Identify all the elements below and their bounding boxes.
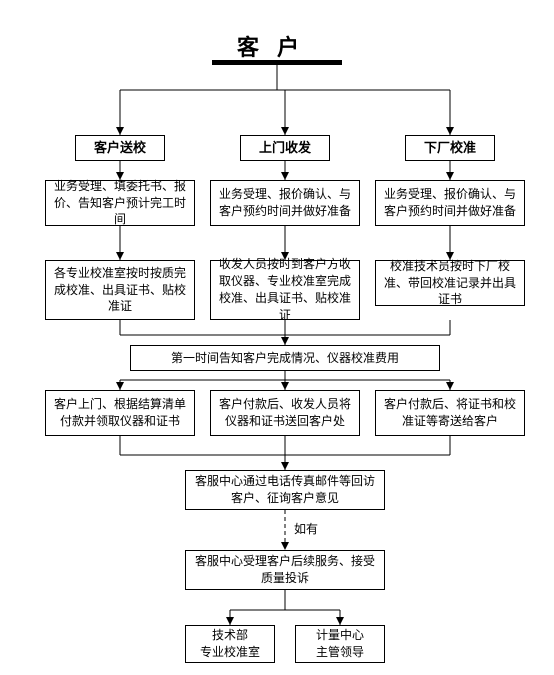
box-col1-r1: 业务受理、填委托书、报价、告知客户预计完工时间 — [45, 180, 195, 226]
header-col2: 上门收发 — [240, 135, 330, 161]
box-col2-r2: 收发人员按时到客户方收取仪器、专业校准室完成校准、出具证书、贴校准证 — [210, 260, 360, 320]
annotation-if: 如有 — [292, 520, 320, 537]
header-col3: 下厂校准 — [405, 135, 495, 161]
flowchart-root: 客户 — [10, 10, 544, 665]
diagram-title: 客户 — [217, 30, 337, 62]
title-underline — [212, 60, 342, 65]
box-col2-r1: 业务受理、报价确认、与客户预约时间并做好准备 — [210, 180, 360, 226]
box-followup: 客服中心通过电话传真邮件等回访客户、征询客户意见 — [185, 470, 385, 510]
box-col1-r3: 客户上门、根据结算清单付款并领取仪器和证书 — [45, 390, 195, 436]
box-complaint: 客服中心受理客户后续服务、接受质量投诉 — [185, 550, 385, 590]
box-col1-r2: 各专业校准室按时按质完成校准、出具证书、贴校准证 — [45, 260, 195, 320]
box-merge1: 第一时间告知客户完成情况、仪器校准费用 — [130, 345, 440, 371]
box-col2-r3: 客户付款后、收发人员将仪器和证书送回客户处 — [210, 390, 360, 436]
box-dept1: 技术部 专业校准室 — [185, 625, 275, 663]
header-col1: 客户送校 — [75, 135, 165, 161]
box-col3-r2: 校准技术员按时下厂校准、带回校准记录并出具证书 — [375, 260, 525, 306]
box-col3-r3: 客户付款后、将证书和校准证等寄送给客户 — [375, 390, 525, 436]
box-col3-r1: 业务受理、报价确认、与客户预约时间并做好准备 — [375, 180, 525, 226]
box-dept2: 计量中心 主管领导 — [295, 625, 385, 663]
